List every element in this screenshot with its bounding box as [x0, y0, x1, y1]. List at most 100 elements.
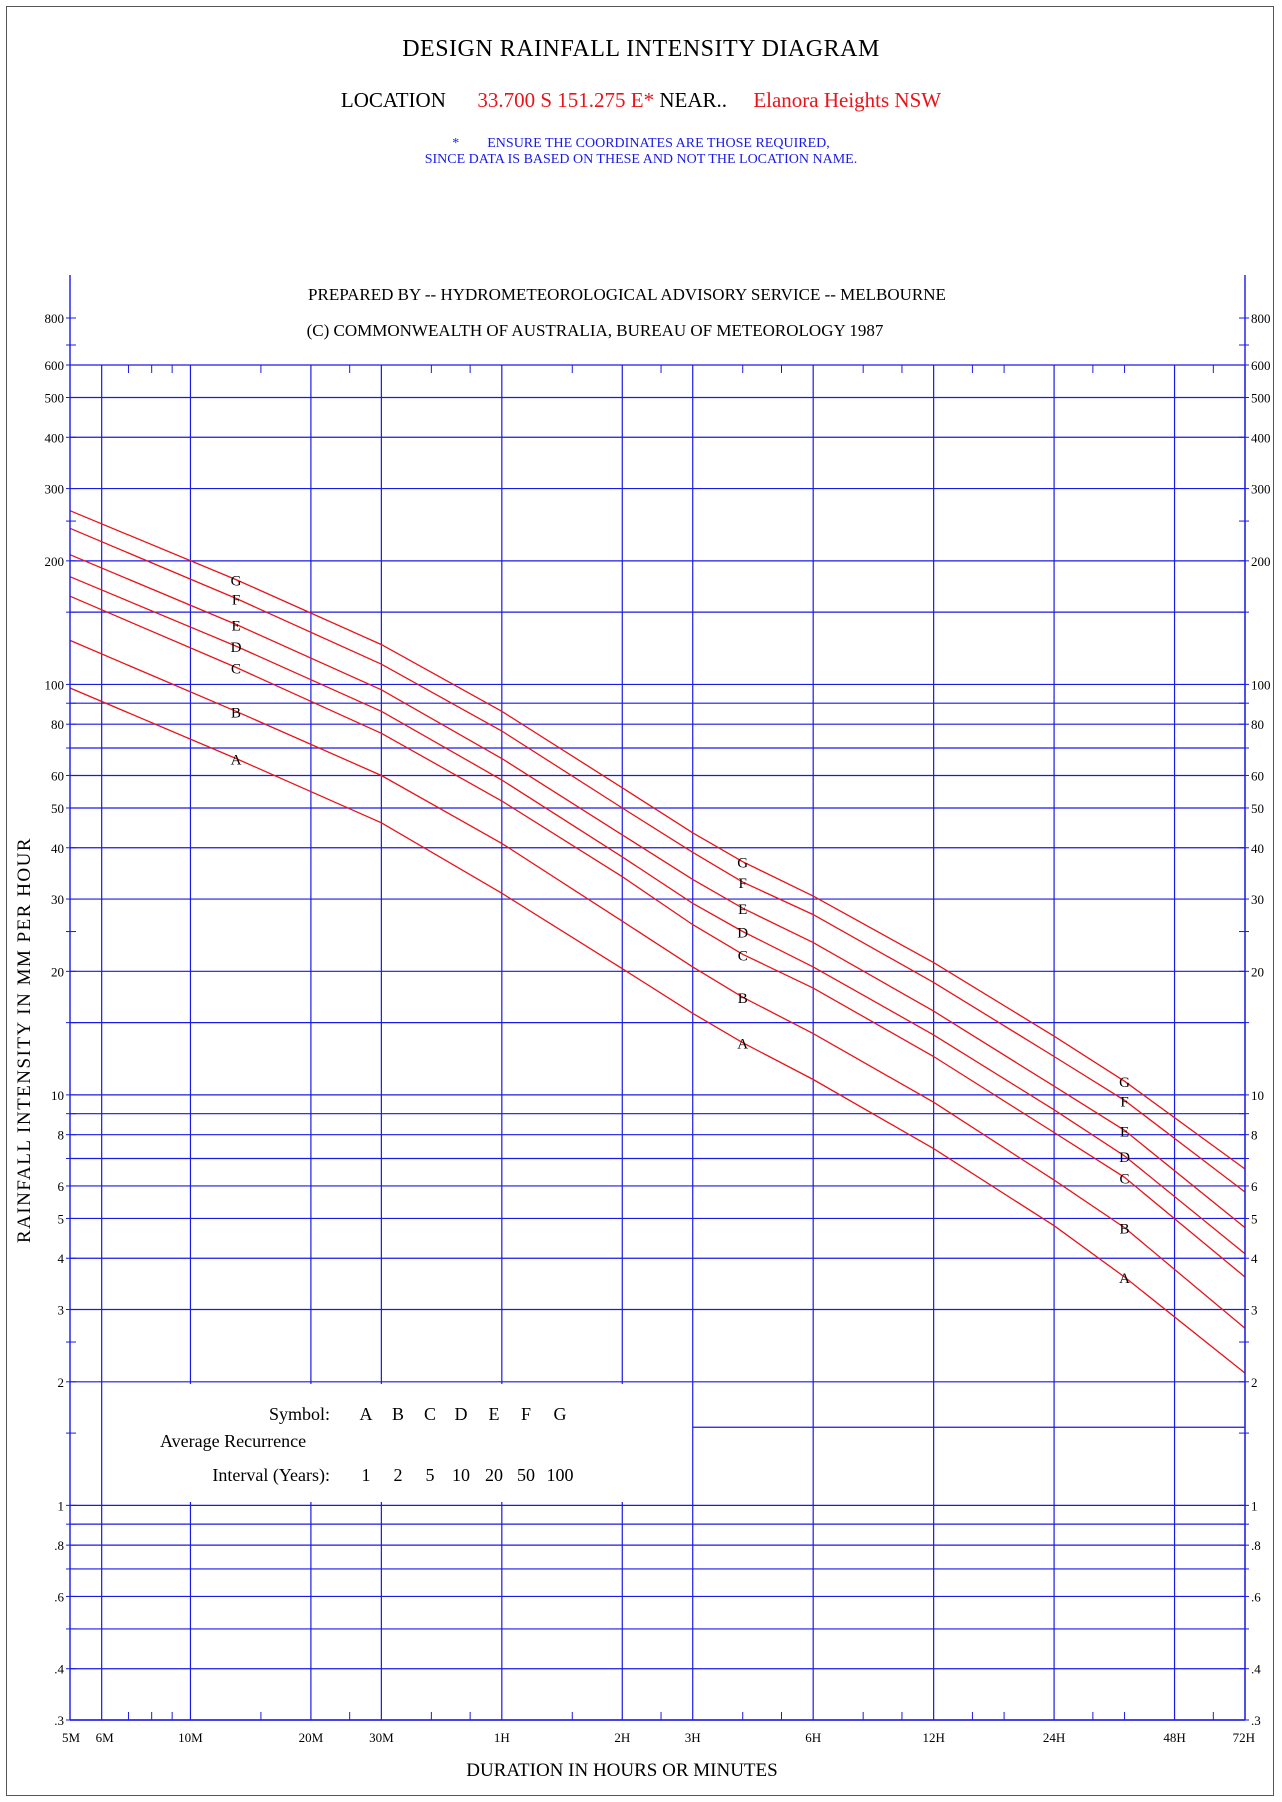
page-frame	[6, 6, 1274, 1796]
x-tick-label: 72H	[1233, 1730, 1255, 1745]
x-tick-label: 3H	[685, 1730, 701, 1745]
curve-layer	[69, 510, 1246, 1374]
prepared-by-text: PREPARED BY -- HYDROMETEOROLOGICAL ADVIS…	[308, 285, 946, 304]
y-tick-label-left: 20	[51, 964, 64, 979]
y-tick-label-left: 3	[58, 1303, 65, 1318]
legend-symbol: A	[360, 1404, 373, 1424]
x-tick-label: 5M	[62, 1730, 81, 1745]
curve-label-a: A	[231, 752, 242, 768]
note-line-1: ENSURE THE COORDINATES ARE THOSE REQUIRE…	[487, 136, 830, 151]
y-tick-label-right: .6	[1251, 1589, 1261, 1604]
curve-c	[69, 595, 1246, 1278]
x-tick-label: 12H	[922, 1730, 944, 1745]
y-tick-label-right: .3	[1251, 1713, 1261, 1728]
y-tick-label-left: 300	[45, 482, 65, 497]
x-axis-label: DURATION IN HOURS OR MINUTES	[466, 1760, 777, 1781]
legend-interval: 5	[426, 1465, 435, 1485]
y-tick-label-left: 40	[51, 841, 64, 856]
legend-background	[158, 1384, 630, 1502]
x-tick-label: 48H	[1163, 1730, 1185, 1745]
y-axis-label: RAINFALL INTENSITY IN MM PER HOUR	[14, 837, 35, 1243]
curve-label-c: C	[231, 661, 241, 677]
curve-label-b: B	[231, 705, 241, 721]
y-tick-label-left: 80	[51, 717, 64, 732]
legend-interval: 1	[362, 1465, 371, 1485]
y-tick-label-right: 40	[1251, 841, 1264, 856]
y-tick-label-left: 30	[51, 892, 64, 907]
curve-label-d: D	[231, 640, 242, 656]
y-tick-label-right: 400	[1251, 430, 1271, 445]
y-tick-label-right: .8	[1251, 1538, 1261, 1553]
x-tick-label: 2H	[614, 1730, 630, 1745]
axis-layer: .3 .3 .4 .4 .6 .6 .8 .8 1 1 2 2 3 3 4 4 5 5 6 6 8 8 10 10 20 20 30…	[45, 275, 1271, 1745]
x-tick-label: 30M	[369, 1730, 394, 1745]
curve-label-a: A	[737, 1037, 748, 1053]
curve-f	[69, 527, 1246, 1193]
legend-symbol: E	[489, 1404, 500, 1424]
y-tick-label-left: .3	[54, 1713, 64, 1728]
legend-interval: 100	[547, 1465, 574, 1485]
y-tick-label-left: 600	[45, 358, 65, 373]
y-tick-label-left: 8	[58, 1128, 65, 1143]
y-tick-label-left: 800	[45, 311, 65, 326]
y-tick-label-right: 10	[1251, 1088, 1264, 1103]
curve-label-c: C	[738, 948, 748, 964]
curve-label-e: E	[1120, 1124, 1129, 1140]
grid-layer	[70, 364, 1246, 1721]
location-place-name: Elanora Heights NSW	[753, 88, 942, 112]
curve-label-b: B	[1120, 1222, 1130, 1238]
y-tick-label-left: 4	[58, 1251, 65, 1266]
curve-d	[69, 576, 1246, 1255]
legend-symbol: B	[392, 1404, 404, 1424]
legend-interval: 50	[517, 1465, 535, 1485]
legend-interval: 2	[394, 1465, 403, 1485]
y-tick-label-left: 10	[51, 1088, 64, 1103]
curve-g	[69, 510, 1246, 1170]
chart-title: DESIGN RAINFALL INTENSITY DIAGRAM	[402, 36, 880, 62]
y-tick-label-right: 4	[1251, 1251, 1258, 1266]
x-tick-label: 10M	[178, 1730, 203, 1745]
note-asterisk: *	[452, 136, 460, 151]
copyright-text: (C) COMMONWEALTH OF AUSTRALIA, BUREAU OF…	[307, 321, 884, 340]
legend-ari-label-2: Interval (Years):	[212, 1465, 330, 1486]
y-tick-label-left: 200	[45, 554, 65, 569]
note-line-2: SINCE DATA IS BASED ON THESE AND NOT THE…	[424, 152, 858, 167]
y-tick-label-right: 20	[1251, 964, 1264, 979]
y-tick-label-right: 3	[1251, 1303, 1258, 1318]
location-coordinates: 33.700 S 151.275 E*	[477, 88, 655, 112]
curve-label-f: F	[232, 592, 240, 608]
curve-label-d: D	[737, 926, 748, 942]
y-tick-label-left: 100	[45, 677, 65, 692]
y-tick-label-right: 2	[1251, 1375, 1258, 1390]
legend-interval: 20	[485, 1465, 503, 1485]
y-tick-label-left: 500	[45, 391, 65, 406]
legend-interval: 10	[452, 1465, 470, 1485]
y-tick-label-left: .8	[54, 1538, 64, 1553]
y-tick-label-right: 30	[1251, 892, 1264, 907]
curve-label-c: C	[1120, 1171, 1130, 1187]
y-tick-label-left: 6	[58, 1179, 65, 1194]
curve-a	[69, 687, 1246, 1374]
y-tick-label-right: .4	[1251, 1662, 1261, 1677]
legend-symbol: C	[424, 1404, 436, 1424]
y-tick-label-right: 6	[1251, 1179, 1258, 1194]
y-tick-label-right: 1	[1251, 1498, 1258, 1513]
legend-symbol-label: Symbol:	[269, 1404, 330, 1424]
curve-label-e: E	[231, 618, 240, 634]
y-tick-label-left: 5	[58, 1211, 65, 1226]
y-tick-label-right: 80	[1251, 717, 1264, 732]
curve-e	[69, 554, 1246, 1229]
curve-label-g: G	[231, 574, 242, 590]
x-tick-label: 1H	[494, 1730, 510, 1745]
y-tick-label-right: 200	[1251, 554, 1271, 569]
y-tick-label-right: 50	[1251, 801, 1264, 816]
location-row: LOCATION 33.700 S 151.275 E* NEAR.. Elan…	[0, 88, 1282, 113]
curve-label-d: D	[1119, 1150, 1130, 1166]
curve-label-f: F	[739, 876, 747, 892]
location-label: LOCATION	[340, 88, 446, 112]
curve-label-a: A	[1119, 1271, 1130, 1287]
y-tick-label-right: 600	[1251, 358, 1271, 373]
